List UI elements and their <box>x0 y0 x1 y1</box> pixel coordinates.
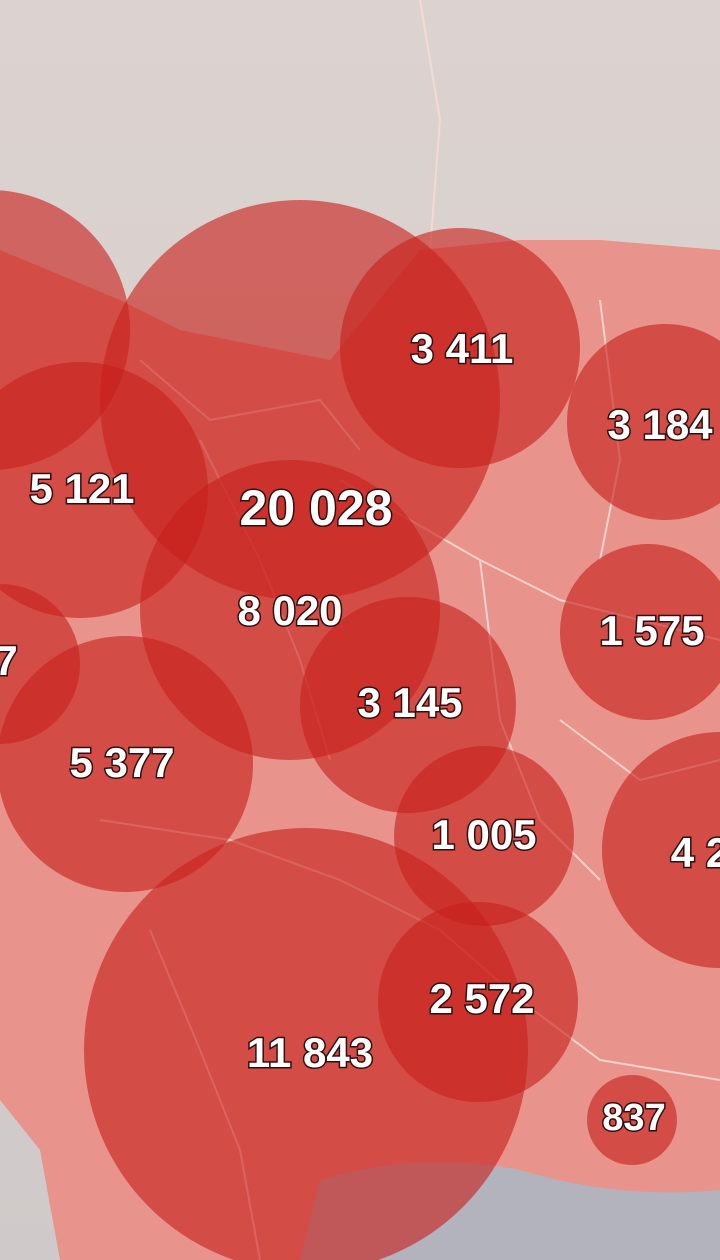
bubble-east-2 <box>602 732 720 968</box>
bubble-north-east-2 <box>567 324 720 520</box>
bubble-label-central-top: 20 028 <box>240 480 393 536</box>
bubble-east-1 <box>560 544 720 720</box>
bubble-label-west-edge: 7 <box>0 637 18 684</box>
bubble-label-south-center: 2 572 <box>429 975 534 1022</box>
bubble-west-2 <box>0 636 253 892</box>
bubble-label-central: 8 020 <box>237 587 342 634</box>
bubble-south-center <box>378 902 578 1102</box>
bubble-south-east <box>587 1075 677 1165</box>
bubble-label-west-2: 5 377 <box>69 739 174 786</box>
bubble-label-east-1: 1 575 <box>599 607 704 654</box>
bubble-label-south-west: 11 843 <box>247 1029 373 1076</box>
bubble-label-east-2: 4 2 <box>671 829 720 876</box>
bubble-label-north-east-2: 3 184 <box>607 401 713 448</box>
bubble-label-center-east: 3 145 <box>357 679 462 726</box>
value-labels: 3 411 3 184 5 121 20 028 8 020 7 3 145 1… <box>0 324 720 1141</box>
bubble-layer <box>0 190 720 1260</box>
bubble-label-south-east: 837 <box>602 1097 665 1139</box>
bubble-label-west-1: 5 121 <box>29 465 134 512</box>
bubble-north-east-1 <box>340 228 580 468</box>
bubble-label-center-south: 1 005 <box>431 811 536 858</box>
bubble-label-north-east-1: 3 411 <box>411 325 514 372</box>
